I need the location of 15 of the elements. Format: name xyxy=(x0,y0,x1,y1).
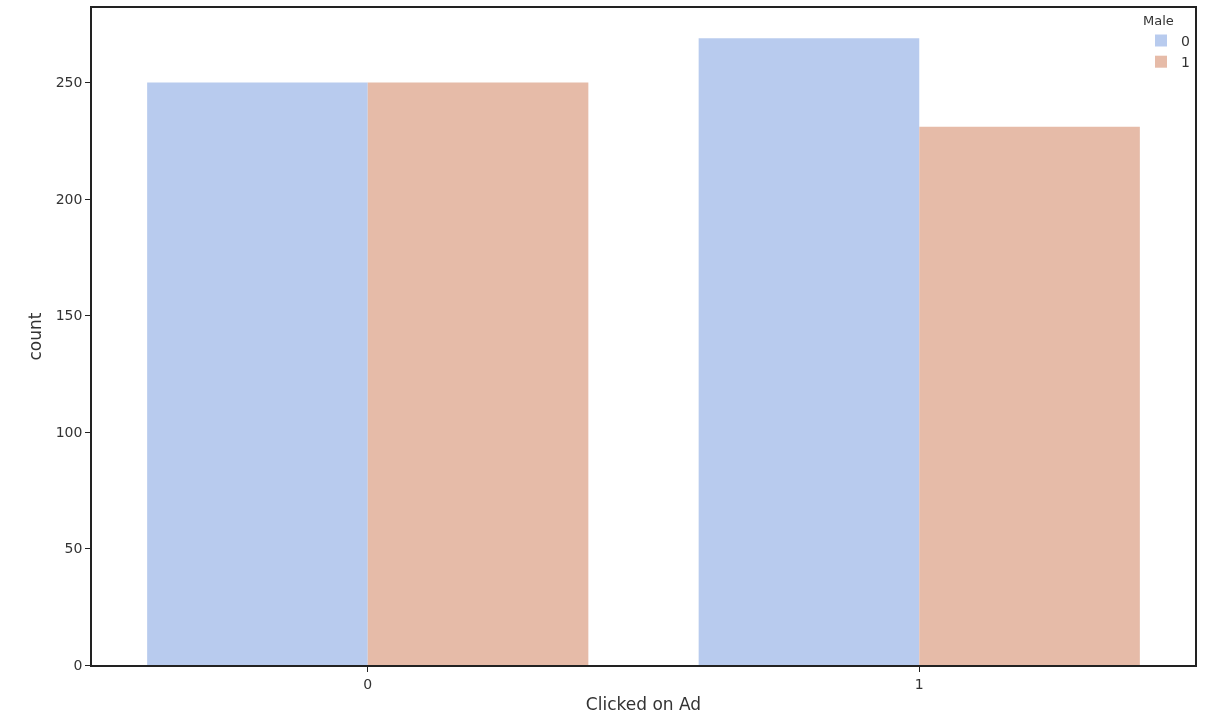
bar xyxy=(147,82,368,665)
y-tick-label: 200 xyxy=(55,190,83,207)
y-axis-title: count xyxy=(24,312,45,361)
y-tick-label: 250 xyxy=(55,74,83,91)
legend-label: 1 xyxy=(1181,54,1190,71)
y-tick-label: 150 xyxy=(55,307,83,324)
bar xyxy=(919,126,1140,665)
legend-label: 0 xyxy=(1181,32,1190,49)
bar xyxy=(367,82,589,665)
y-tick-label: 50 xyxy=(64,540,83,557)
x-axis-title: Clicked on Ad xyxy=(585,694,702,715)
y-tick-label: 100 xyxy=(55,423,83,440)
bar xyxy=(698,38,920,665)
y-tick-label: 0 xyxy=(73,656,83,673)
legend-title: Male xyxy=(1143,12,1174,28)
